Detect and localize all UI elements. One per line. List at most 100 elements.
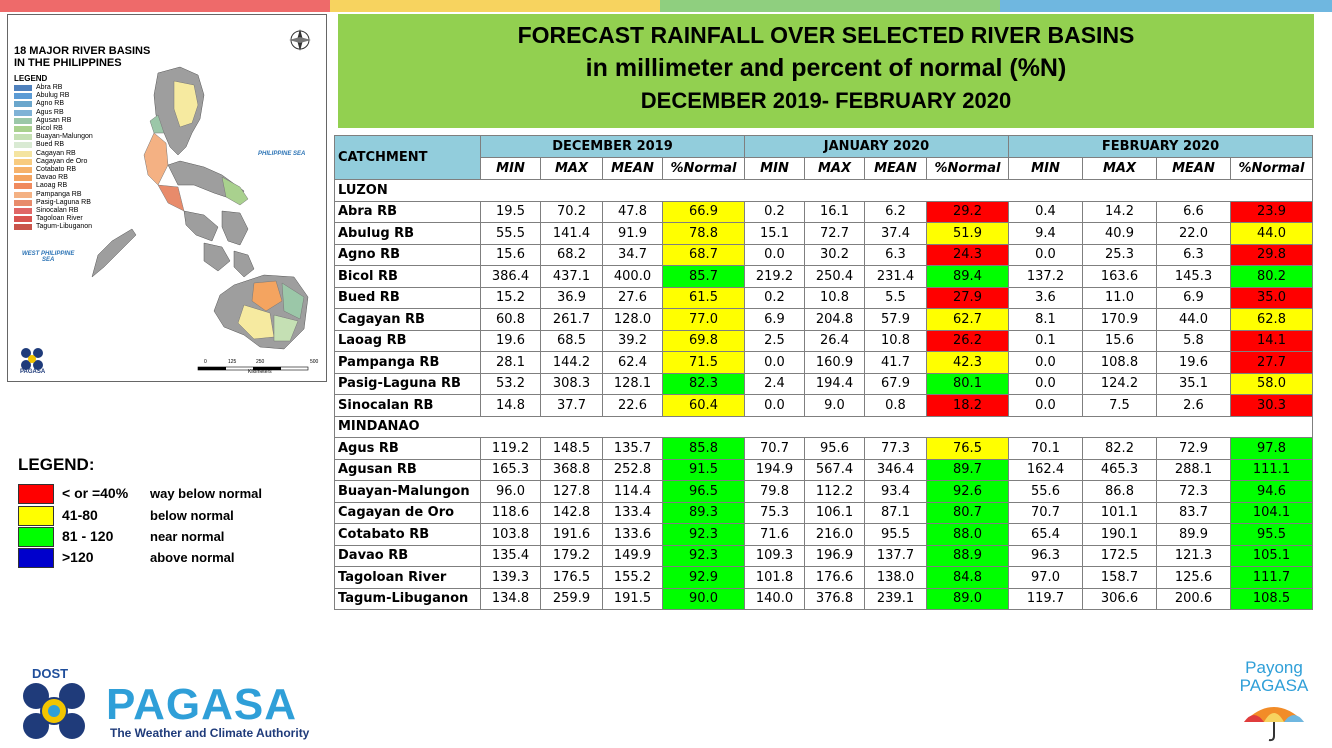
rainfall-cell: 65.4 (1008, 523, 1083, 546)
percent-normal-cell: 111.1 (1230, 458, 1313, 481)
percent-normal-cell: 88.9 (926, 544, 1009, 567)
rainfall-cell: 219.2 (744, 265, 805, 288)
percent-normal-cell: 26.2 (926, 329, 1009, 352)
map-legend-label: Abra RB (36, 84, 63, 92)
map-legend-item: Tagoloan River (14, 215, 93, 223)
pagasa-emblem-icon (23, 683, 85, 739)
table-header-row: CATCHMENT DECEMBER 2019 JANUARY 2020 FEB… (334, 135, 1313, 180)
rainfall-cell: 71.6 (744, 523, 805, 546)
map-legend-title: LEGEND (14, 74, 48, 83)
rainfall-cell: 346.4 (864, 458, 927, 481)
scale-bar (197, 366, 309, 371)
percent-normal-cell: 66.9 (662, 200, 745, 223)
rainfall-table: CATCHMENT DECEMBER 2019 JANUARY 2020 FEB… (334, 135, 1313, 610)
percent-normal-cell: 85.7 (662, 265, 745, 288)
rainfall-cell: 40.9 (1082, 222, 1157, 245)
rainfall-cell: 200.6 (1156, 587, 1231, 610)
rainfall-cell: 141.4 (540, 222, 603, 245)
scale-labels: 0 125 250 500 Kilometers (204, 359, 318, 375)
map-legend-swatch (14, 101, 32, 108)
rainfall-cell: 14.8 (480, 394, 541, 417)
percent-normal-cell: 60.4 (662, 394, 745, 417)
rainfall-cell: 179.2 (540, 544, 603, 567)
rainfall-cell: 11.0 (1082, 286, 1157, 309)
subheader-max: MAX (1082, 157, 1157, 180)
region-row: LUZON (334, 179, 1313, 202)
rainfall-cell: 109.3 (744, 544, 805, 567)
table-subheader-row: MIN MAX MEAN %Normal MIN MAX MEAN %Norma… (335, 157, 1313, 180)
rainfall-cell: 72.3 (1156, 480, 1231, 503)
map-legend-label: Davao RB (36, 174, 68, 182)
rainfall-cell: 172.5 (1082, 544, 1157, 567)
map-legend-swatch (14, 117, 32, 124)
rainfall-cell: 70.2 (540, 200, 603, 223)
map-legend-swatch (14, 183, 32, 190)
rainfall-cell: 145.3 (1156, 265, 1231, 288)
scale-label: 0 (204, 359, 207, 365)
rainfall-cell: 96.3 (1008, 544, 1083, 567)
rainfall-cell: 176.5 (540, 566, 603, 589)
basin-name: Cotabato RB (334, 523, 481, 546)
rainfall-cell: 15.6 (480, 243, 541, 266)
rainfall-cell: 36.9 (540, 286, 603, 309)
percent-normal-cell: 82.3 (662, 372, 745, 395)
rainfall-cell: 204.8 (804, 308, 865, 331)
catchment-header: CATCHMENT (334, 135, 481, 180)
pagasa-tagline: The Weather and Climate Authority (110, 726, 310, 740)
rainfall-cell: 10.8 (864, 329, 927, 352)
percent-normal-cell: 90.0 (662, 587, 745, 610)
rainfall-cell: 158.7 (1082, 566, 1157, 589)
rainfall-cell: 0.0 (1008, 394, 1083, 417)
map-legend-swatch (14, 216, 32, 223)
basin-name: Agno RB (334, 243, 481, 266)
rainfall-cell: 165.3 (480, 458, 541, 481)
rainfall-cell: 96.0 (480, 480, 541, 503)
percent-normal-cell: 89.4 (926, 265, 1009, 288)
rainfall-cell: 176.6 (804, 566, 865, 589)
payong-text: Payong (1245, 658, 1303, 677)
map-legend-item: Bued RB (14, 141, 93, 149)
rainfall-cell: 34.7 (602, 243, 663, 266)
rainfall-cell: 190.1 (1082, 523, 1157, 546)
basin-name: Pasig-Laguna RB (334, 372, 481, 395)
sea-label-west: WEST PHILIPPINE SEA (22, 251, 74, 263)
map-legend-label: Cagayan de Oro (36, 157, 88, 165)
percent-normal-cell: 76.5 (926, 437, 1009, 460)
percent-normal-cell: 89.7 (926, 458, 1009, 481)
rainfall-cell: 30.2 (804, 243, 865, 266)
rainfall-cell: 191.6 (540, 523, 603, 546)
region-row: MINDANAO (334, 415, 1313, 438)
rainfall-cell: 9.0 (804, 394, 865, 417)
rainfall-cell: 3.6 (1008, 286, 1083, 309)
rainfall-cell: 82.2 (1082, 437, 1157, 460)
legend-item-near: 81 - 120 near normal (18, 527, 318, 547)
region-label: LUZON (334, 179, 1313, 202)
rainfall-cell: 144.2 (540, 351, 603, 374)
rainfall-cell: 0.0 (744, 394, 805, 417)
rainfall-cell: 62.4 (602, 351, 663, 374)
rainfall-cell: 191.5 (602, 587, 663, 610)
map-legend-item: Tagum-Libuganon (14, 223, 93, 231)
legend-range: < or =40% (62, 485, 129, 501)
rainfall-cell: 160.9 (804, 351, 865, 374)
month-header-february: FEBRUARY 2020 (1008, 135, 1313, 158)
percent-normal-cell: 80.7 (926, 501, 1009, 524)
rainfall-cell: 308.3 (540, 372, 603, 395)
basin-name: Cagayan de Oro (334, 501, 481, 524)
rainfall-cell: 194.9 (744, 458, 805, 481)
percent-normal-cell: 35.0 (1230, 286, 1313, 309)
rainfall-cell: 89.9 (1156, 523, 1231, 546)
rainfall-cell: 386.4 (480, 265, 541, 288)
percent-normal-cell: 105.1 (1230, 544, 1313, 567)
pagasa-small-logo-icon (21, 348, 43, 370)
rainfall-cell: 22.6 (602, 394, 663, 417)
rainfall-cell: 37.7 (540, 394, 603, 417)
payong-pagasa-text: PAGASA (1239, 676, 1309, 695)
rainfall-cell: 148.5 (540, 437, 603, 460)
subheader-max: MAX (540, 157, 603, 180)
rainfall-cell: 133.6 (602, 523, 663, 546)
rainfall-cell: 252.8 (602, 458, 663, 481)
rainfall-cell: 124.2 (1082, 372, 1157, 395)
rainfall-cell: 170.9 (1082, 308, 1157, 331)
subheader-min: MIN (480, 157, 541, 180)
